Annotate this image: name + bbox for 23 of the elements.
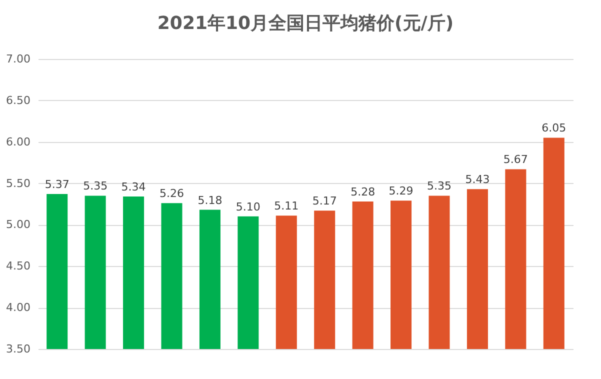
y-tick-label: 5.00 [6, 218, 30, 232]
data-label: 5.26 [160, 187, 184, 200]
y-tick-label: 5.50 [6, 176, 30, 190]
chart-title: 2021年10月全国日平均猪价(元/斤) [157, 13, 454, 34]
data-label: 5.10 [236, 200, 260, 214]
y-tick-label: 6.50 [6, 94, 30, 107]
data-label: 5.17 [312, 194, 337, 208]
y-tick-label: 6.00 [6, 135, 30, 148]
data-label: 5.43 [465, 173, 490, 186]
data-label: 5.29 [388, 184, 414, 198]
data-label: 5.34 [121, 180, 146, 194]
data-label: 5.11 [274, 200, 299, 213]
y-tick-label: 4.00 [6, 301, 30, 314]
data-label: 6.05 [542, 122, 566, 135]
y-tick-label: 3.50 [6, 342, 30, 356]
y-tick-label: 4.50 [6, 260, 30, 273]
data-label: 5.67 [503, 153, 528, 166]
data-label: 5.37 [44, 178, 70, 192]
data-label: 5.28 [350, 186, 376, 199]
data-label: 5.35 [83, 180, 108, 193]
data-label: 5.35 [427, 180, 452, 193]
y-tick-label: 7.00 [6, 52, 30, 66]
data-label: 5.18 [198, 194, 222, 207]
